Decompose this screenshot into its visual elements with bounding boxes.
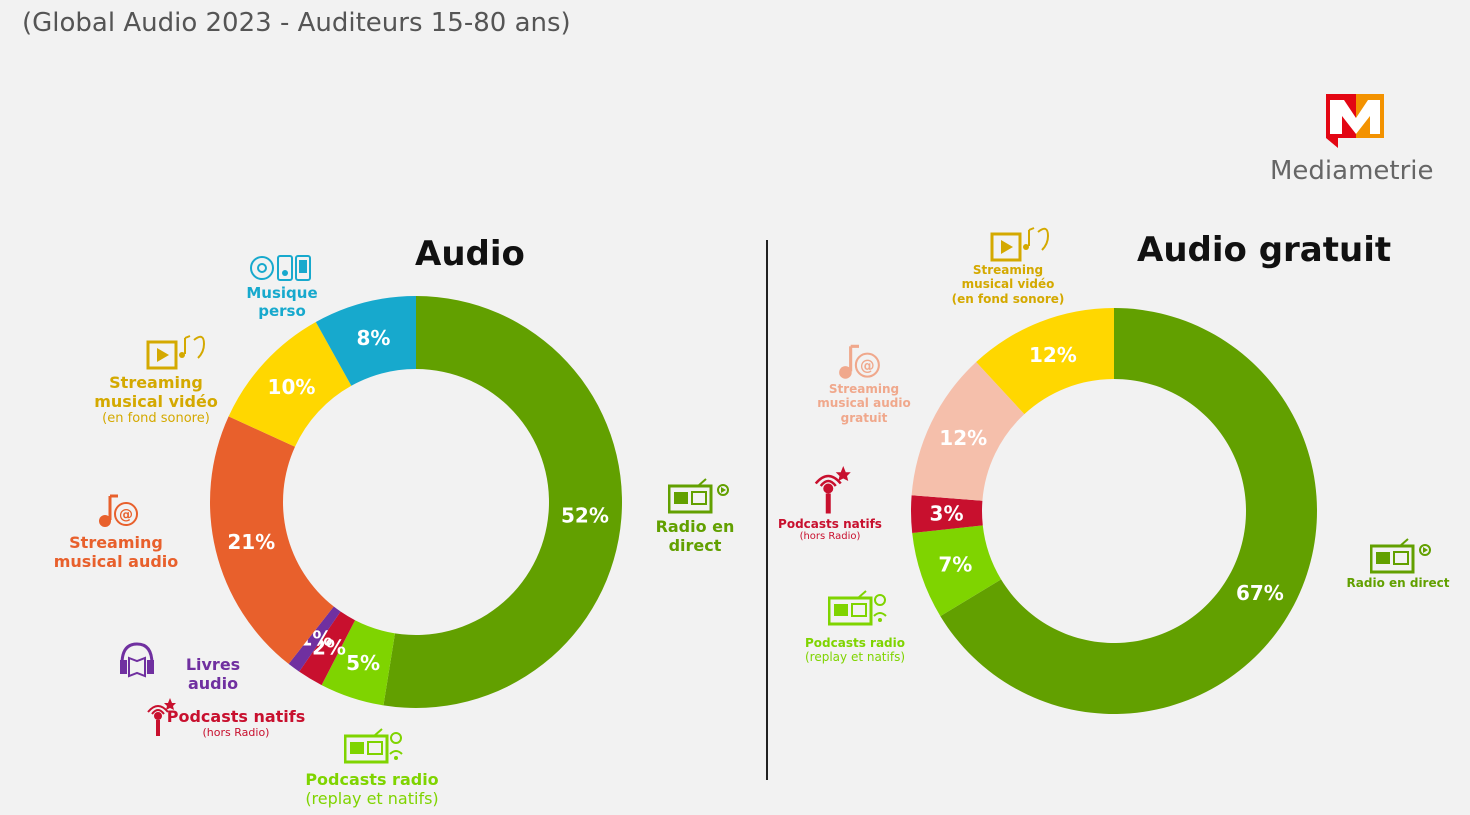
music-note-at-icon: @ [99,494,138,527]
data-label-streaming-musical-video-1: 10% [268,375,316,399]
data-label-podcasts-natifs-2: 3% [930,502,964,526]
data-label-streaming-musical-video-2: 12% [1029,343,1077,367]
label-musique-perso-1: Musique perso [246,284,318,320]
microphone-icon [147,698,176,736]
mediametrie-logo-icon [1326,94,1384,148]
label-streaming-audio-1: Streaming musical audio [53,533,179,572]
radio-podcast-icon [344,728,403,764]
label-podcasts-radio-1: Podcasts radio (replay et natifs) [305,770,439,809]
video-play-ear-icon [146,335,206,370]
data-label-radio-en-direct-1: 52% [561,503,609,527]
data-label-musique-perso-1: 8% [356,326,390,350]
data-label-streaming-musical-audio-1: 21% [227,530,275,554]
slice-streaming-musical-audio-gratuit-2 [911,361,1025,501]
data-label-streaming-musical-audio-gratuit-2: 12% [939,426,987,450]
slice-livres-audio-1 [288,606,341,672]
slice-musique-perso-1 [315,296,416,386]
label-streaming-video-1: Streaming musical vidéo (en fond sonore) [94,373,218,427]
cd-mp3-phone-icon [250,255,311,281]
slice-radio-en-direct-1 [383,296,622,708]
data-label-podcasts-radio-2: 7% [938,553,972,577]
chart-divider [766,240,768,780]
label-radio-en-direct-1: Radio en direct [655,517,735,556]
chart-subtitle: (Global Audio 2023 - Auditeurs 15-80 ans… [22,8,571,38]
slice-streaming-musical-video-2 [976,308,1114,415]
label-podcasts-natifs-1: Podcasts natifs (hors Radio) [166,707,306,740]
label-podcasts-natifs-2: Podcasts natifs (hors Radio) [778,517,882,543]
radio-icon [668,478,729,514]
video-play-ear-icon [990,227,1050,262]
svg-text:@: @ [860,357,875,374]
radio-podcast-icon [828,590,887,626]
label-streaming-video-2: Streaming musical vidéo (en fond sonore) [951,263,1065,306]
chart-title-audio-gratuit: Audio gratuit [1137,230,1392,270]
chart-title-audio: Audio [415,234,525,274]
slice-podcasts-radio-2 [912,525,1002,617]
label-radio-en-direct-2: Radio en direct [1346,576,1450,590]
headphones-book-icon [120,642,154,678]
microphone-icon [814,466,851,514]
label-streaming-audio-gratuit-2: Streaming musical audio gratuit [817,382,911,425]
slice-podcasts-natifs-1 [299,611,356,686]
data-label-radio-en-direct-2: 67% [1236,581,1284,605]
brand-name: Mediametrie [1270,156,1434,186]
svg-text:@: @ [119,507,133,523]
slice-streaming-musical-video-1 [228,321,352,447]
slice-podcasts-radio-1 [321,620,395,706]
radio-icon [1370,538,1431,574]
music-note-at-icon: @ [839,344,880,379]
label-podcasts-radio-2: Podcasts radio (replay et natifs) [804,636,905,665]
slice-radio-en-direct-2 [940,308,1317,714]
slice-podcasts-natifs-2 [910,495,983,534]
data-label-podcasts-radio-1: 5% [346,651,380,675]
slice-streaming-musical-audio-1 [209,416,334,664]
label-livres-audio-1: Livres audio [185,655,241,694]
